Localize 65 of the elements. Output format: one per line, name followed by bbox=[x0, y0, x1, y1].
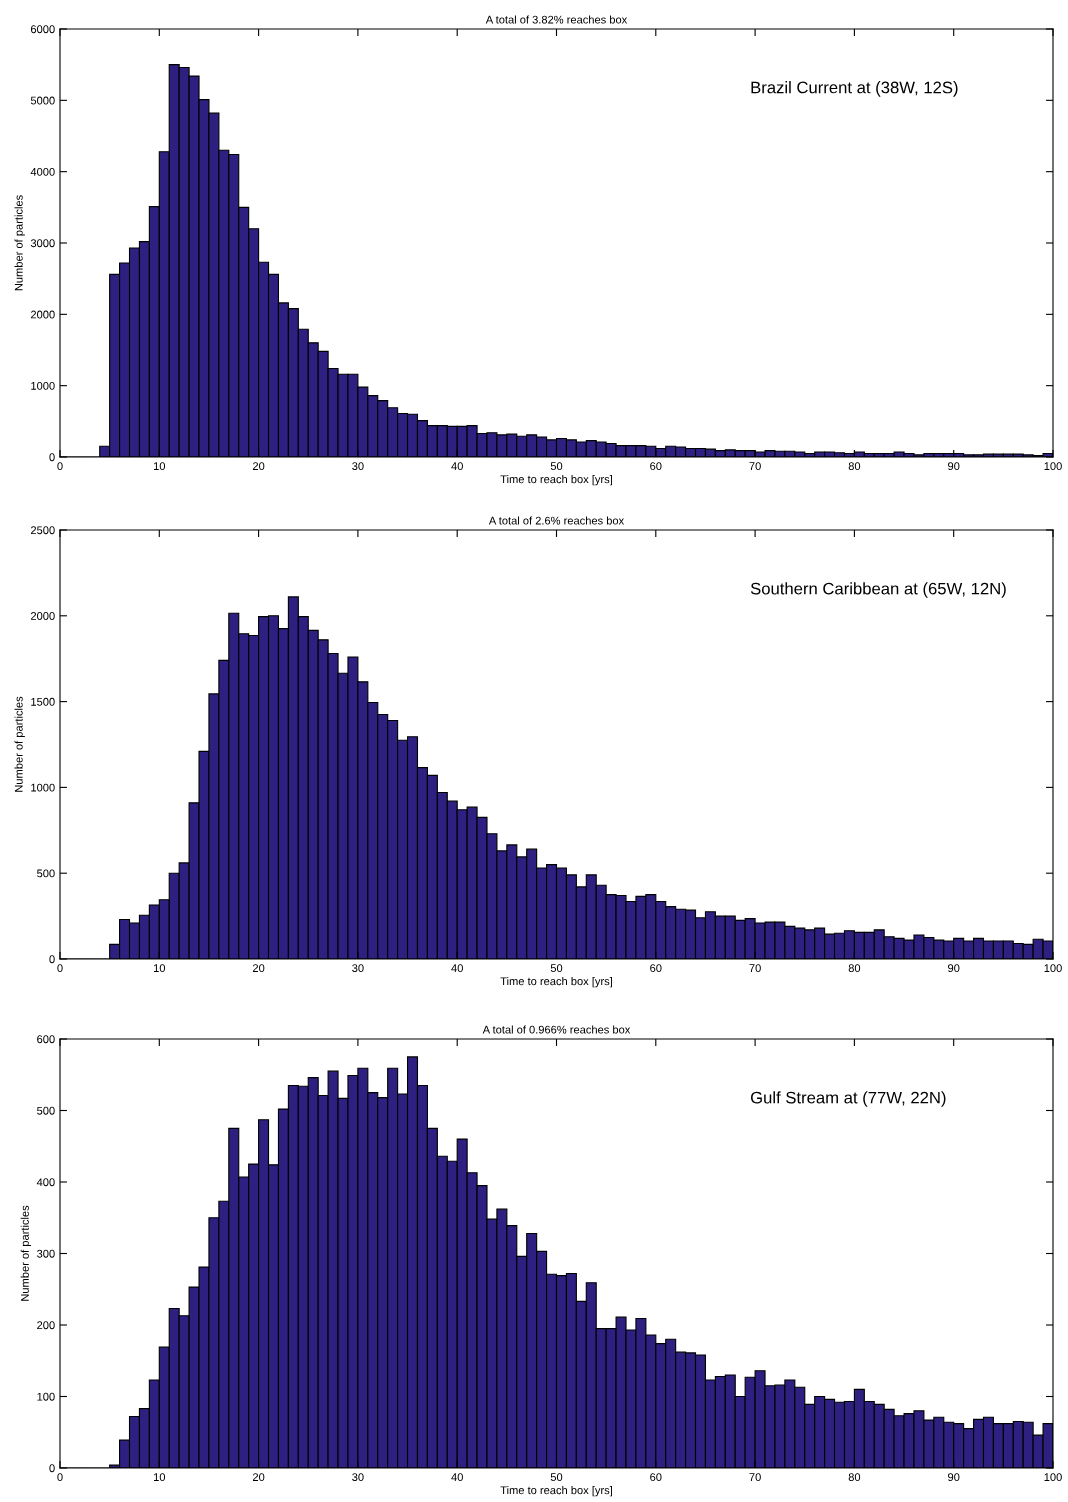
x-tick-label: 20 bbox=[252, 1473, 265, 1482]
y-tick-label: 0 bbox=[49, 453, 55, 462]
y-tick-label: 3000 bbox=[30, 239, 55, 248]
x-tick-label: 60 bbox=[650, 462, 662, 471]
y-tick-label: 5000 bbox=[30, 96, 55, 105]
y-axis-title: Number of particles bbox=[14, 195, 25, 291]
x-tick-label: 80 bbox=[848, 1473, 861, 1482]
chart-title: A total of 0.966% reaches box bbox=[482, 1025, 631, 1034]
x-tick-label: 70 bbox=[749, 462, 761, 471]
x-tick-label: 40 bbox=[451, 462, 463, 471]
annotation: Brazil Current at (38W, 12S) bbox=[751, 81, 958, 97]
y-tick-label: 4000 bbox=[30, 167, 55, 176]
x-tick-label: 60 bbox=[650, 964, 662, 973]
x-tick-label: 70 bbox=[749, 964, 761, 973]
x-tick-label: 100 bbox=[1044, 964, 1062, 973]
x-tick-label: 40 bbox=[451, 964, 463, 973]
y-tick-label: 1500 bbox=[31, 697, 55, 706]
x-tick-label: 20 bbox=[252, 462, 265, 471]
x-tick-label: 90 bbox=[948, 964, 960, 973]
x-tick-label: 70 bbox=[749, 1473, 761, 1482]
y-tick-label: 600 bbox=[37, 1035, 55, 1044]
annotation: Gulf Stream at (77W, 22N) bbox=[750, 1091, 946, 1107]
x-tick-label: 30 bbox=[352, 462, 364, 471]
x-tick-label: 10 bbox=[153, 462, 166, 471]
x-tick-label: 90 bbox=[948, 462, 960, 471]
y-tick-label: 500 bbox=[37, 1106, 55, 1115]
x-tick-label: 30 bbox=[352, 1473, 364, 1482]
y-axis-title: Number of particles bbox=[20, 1205, 32, 1301]
y-tick-label: 200 bbox=[37, 1321, 55, 1330]
y-tick-label: 0 bbox=[49, 1464, 55, 1473]
x-axis-title: Time to reach box [yrs] bbox=[500, 977, 612, 988]
x-tick-label: 80 bbox=[848, 462, 861, 471]
chart-title: A total of 2.6% reaches box bbox=[488, 516, 625, 525]
x-tick-label: 80 bbox=[848, 964, 861, 973]
x-tick-label: 0 bbox=[57, 1473, 63, 1482]
y-tick-label: 100 bbox=[37, 1392, 55, 1401]
x-axis-title: Time to reach box [yrs] bbox=[500, 1486, 612, 1497]
chart-title: A total of 3.82% reaches box bbox=[485, 15, 628, 24]
x-tick-label: 50 bbox=[550, 964, 563, 973]
x-tick-label: 50 bbox=[550, 1473, 563, 1482]
x-tick-label: 40 bbox=[451, 1473, 463, 1482]
x-tick-label: 10 bbox=[153, 964, 166, 973]
x-axis-title: Time to reach box [yrs] bbox=[500, 475, 612, 486]
y-tick-label: 6000 bbox=[30, 25, 55, 34]
y-tick-label: 1000 bbox=[31, 381, 55, 390]
y-tick-label: 0 bbox=[49, 955, 55, 964]
y-tick-label: 2000 bbox=[30, 612, 55, 620]
y-tick-label: 300 bbox=[37, 1249, 55, 1258]
x-tick-label: 10 bbox=[153, 1473, 166, 1482]
y-tick-label: 2000 bbox=[30, 310, 55, 319]
x-tick-label: 50 bbox=[550, 462, 563, 471]
y-tick-label: 400 bbox=[36, 1178, 55, 1187]
x-tick-label: 0 bbox=[57, 964, 63, 973]
y-axis-title: Number of particles bbox=[14, 696, 25, 792]
x-tick-label: 90 bbox=[948, 1473, 960, 1482]
y-tick-label: 1000 bbox=[31, 783, 55, 792]
y-tick-label: 500 bbox=[37, 869, 55, 878]
x-tick-label: 0 bbox=[57, 462, 63, 471]
x-tick-label: 100 bbox=[1044, 1473, 1062, 1482]
y-tick-label: 2500 bbox=[30, 526, 55, 535]
annotation: Southern Caribbean at (65W, 12N) bbox=[750, 582, 1006, 598]
x-tick-label: 60 bbox=[650, 1473, 662, 1482]
x-tick-label: 20 bbox=[252, 964, 265, 973]
x-tick-label: 100 bbox=[1044, 462, 1062, 471]
x-tick-label: 30 bbox=[352, 964, 364, 973]
